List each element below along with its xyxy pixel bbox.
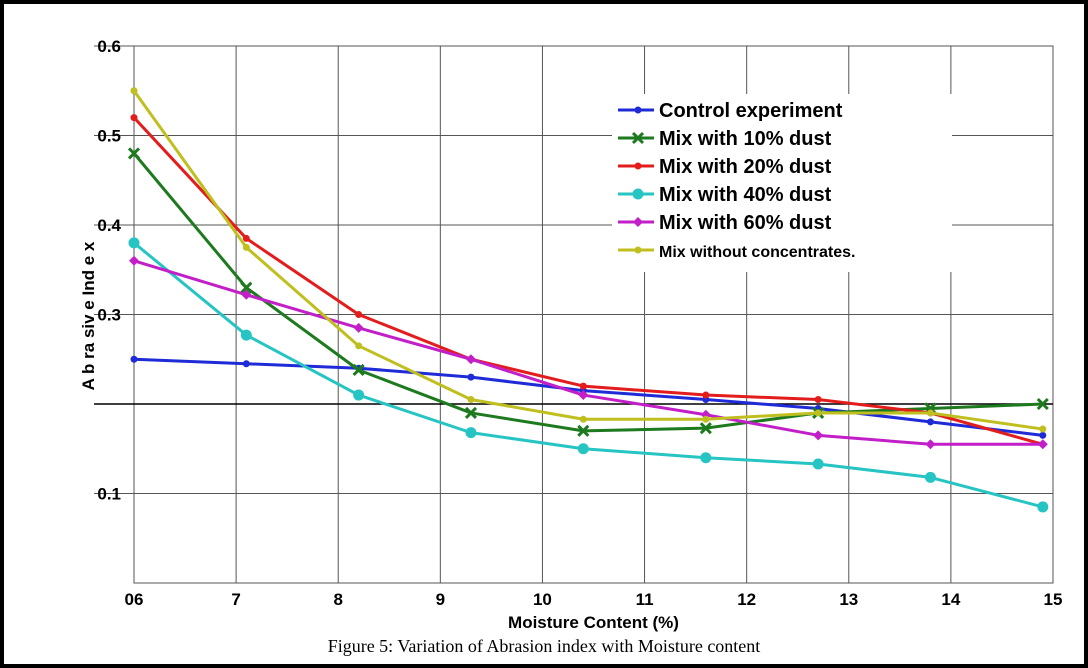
legend-label: Mix with 60% dust xyxy=(659,212,832,234)
legend-box xyxy=(612,94,952,272)
y-tick-label: 0.1 xyxy=(97,485,121,504)
data-point xyxy=(578,390,589,401)
data-point xyxy=(926,418,934,426)
data-point xyxy=(813,430,824,441)
legend-label: Control experiment xyxy=(659,100,843,122)
line-chart: 06 7 8 9 10 11 12 13 14 15 0.6 0.5 0.4 0.3 0.1 Contro… xyxy=(79,37,1063,632)
data-point xyxy=(467,396,475,404)
data-point xyxy=(130,114,138,122)
data-point xyxy=(128,237,140,249)
data-point xyxy=(634,106,642,114)
series-line xyxy=(133,259,1043,446)
legend-item: Mix with 10% dust xyxy=(618,128,832,150)
legend-item: Control experiment xyxy=(618,100,843,122)
y-tick-labels: 0.6 0.5 0.4 0.3 0.1 xyxy=(97,37,121,504)
data-point xyxy=(467,373,475,381)
data-point xyxy=(129,255,139,266)
data-point xyxy=(1036,397,1049,411)
data-point xyxy=(1037,439,1048,450)
data-point xyxy=(699,422,712,435)
legend-item: Mix without concentrates. xyxy=(618,244,855,261)
data-point xyxy=(700,452,712,464)
data-point xyxy=(814,409,822,417)
data-point xyxy=(465,427,477,439)
x-tick-label: 10 xyxy=(533,590,552,609)
data-point xyxy=(242,234,250,242)
data-point xyxy=(702,391,710,399)
data-point xyxy=(464,406,478,420)
y-axis-title: A b ra siv e Ind e x xyxy=(79,241,98,390)
data-point xyxy=(924,471,936,483)
x-tick-label: 7 xyxy=(231,590,240,609)
data-point xyxy=(634,162,642,170)
data-point xyxy=(926,409,934,417)
data-point xyxy=(1039,425,1047,433)
data-point xyxy=(130,355,138,363)
x-axis-title: Moisture Content (%) xyxy=(508,613,679,632)
data-point xyxy=(577,424,590,437)
data-point xyxy=(355,311,363,318)
data-point xyxy=(241,289,252,300)
x-tick-label: 12 xyxy=(737,590,756,609)
data-point xyxy=(633,217,643,227)
data-point xyxy=(130,87,138,95)
data-point xyxy=(814,396,822,404)
data-point xyxy=(634,246,642,254)
series-mix-without-concentrates xyxy=(130,87,1047,433)
data-point xyxy=(579,415,587,423)
data-point xyxy=(1039,431,1047,439)
data-point xyxy=(812,458,824,470)
x-tick-label: 9 xyxy=(436,590,445,609)
x-tick-label: 8 xyxy=(333,590,342,609)
data-point xyxy=(925,439,936,450)
data-point xyxy=(632,188,644,200)
data-point xyxy=(1037,501,1049,513)
data-point xyxy=(353,322,364,333)
data-point xyxy=(702,415,710,423)
data-point xyxy=(355,342,363,350)
series-mix-with-40-dust xyxy=(128,237,1049,513)
legend-item: Mix with 60% dust xyxy=(618,212,832,234)
grid xyxy=(94,45,1054,584)
data-point xyxy=(240,281,253,294)
y-tick-label: 0.5 xyxy=(97,127,121,146)
data-point xyxy=(240,329,252,341)
x-tick-label: 15 xyxy=(1044,590,1063,609)
data-point xyxy=(127,147,141,160)
series-line xyxy=(133,241,1044,509)
legend-item: Mix with 20% dust xyxy=(618,156,832,178)
legend-label: Mix with 20% dust xyxy=(659,156,832,178)
series-lines xyxy=(127,87,1049,513)
x-tick-label: 13 xyxy=(839,590,858,609)
data-point xyxy=(242,243,250,251)
data-point xyxy=(353,389,365,401)
x-tick-labels: 06 7 8 9 10 11 12 13 14 15 xyxy=(125,590,1063,609)
legend: Control experiment Mix with 10% dust Mix w… xyxy=(612,94,952,272)
data-point xyxy=(465,354,476,365)
legend-item: Mix with 40% dust xyxy=(618,184,832,206)
figure-caption: Figure 5: Variation of Abrasion index wi… xyxy=(327,636,761,656)
data-point xyxy=(577,443,589,455)
y-tick-label: 0.3 xyxy=(97,306,121,325)
data-point xyxy=(352,363,365,377)
legend-label: Mix with 40% dust xyxy=(659,184,832,206)
legend-label: Mix with 10% dust xyxy=(659,128,832,150)
data-point xyxy=(242,360,250,368)
y-tick-label: 0.6 xyxy=(97,37,121,56)
data-point xyxy=(579,382,587,390)
x-tick-label: 14 xyxy=(941,590,960,609)
legend-label: Mix without concentrates. xyxy=(659,244,855,261)
y-tick-label: 0.4 xyxy=(97,216,121,235)
data-point xyxy=(631,131,645,145)
x-tick-label: 06 xyxy=(125,590,144,609)
x-tick-label: 11 xyxy=(636,590,654,609)
